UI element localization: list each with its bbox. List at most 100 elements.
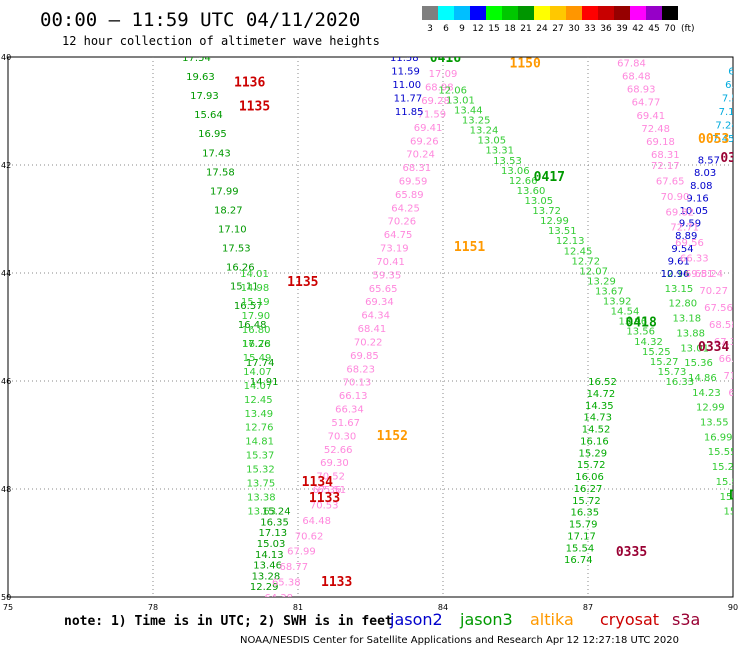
- scale-swatch: [598, 6, 614, 20]
- scale-swatch: [486, 6, 502, 20]
- scale-label: 9: [459, 24, 465, 34]
- swh-value: 70.62: [295, 531, 324, 542]
- swh-value: 13.28: [252, 571, 281, 582]
- scale-label: 21: [520, 24, 531, 34]
- swh-value: 14.98: [241, 283, 270, 294]
- swh-value: 64.48: [302, 516, 331, 527]
- scale-swatch: [630, 6, 646, 20]
- scale-swatch: [582, 6, 598, 20]
- swh-value: 9.61: [668, 256, 690, 267]
- swh-value: 15.03: [257, 539, 286, 550]
- track-layer: 17.54 19.63 17.93 15.64 16.95 17.43 17.58 17.99…: [182, 53, 740, 597]
- scale-swatch: [662, 6, 678, 20]
- scale-label: 6: [443, 24, 449, 34]
- swh-value: 9.59: [679, 219, 701, 230]
- legend-jason3: jason3: [459, 610, 513, 629]
- swh-value: 69.18: [646, 137, 675, 148]
- swh-color-scale: 3 6 9 12 15 18 21 24 27 30 33 36 39 42 45 70 (ft): [422, 6, 695, 34]
- swh-value: 65.38: [272, 578, 301, 589]
- y-tick-label: 44: [1, 269, 11, 278]
- swh-value: 16.27: [574, 484, 603, 495]
- scale-label: 39: [616, 24, 628, 34]
- swh-value: 70.41: [376, 257, 405, 268]
- swh-value: 67.65: [656, 176, 685, 187]
- swh-value: 66.34: [335, 405, 364, 416]
- swh-value: 8.89: [675, 231, 697, 242]
- swh-value: 65.51: [318, 485, 347, 496]
- swh-value: 17.99: [210, 186, 239, 197]
- swh-value: 17.53: [222, 244, 251, 255]
- swh-value: 72.71: [670, 223, 699, 234]
- swh-value: 64.75: [384, 230, 413, 241]
- swh-value: 13.49: [244, 409, 273, 420]
- swh-value: 11.59: [391, 67, 420, 78]
- scale-swatch: [646, 6, 662, 20]
- swh-value: 13.60: [517, 186, 546, 197]
- x-tick-label: 87: [583, 603, 593, 612]
- pass-time-label: 0334: [698, 340, 729, 355]
- swh-value: 12.45: [244, 395, 273, 406]
- scale-swatch: [614, 6, 630, 20]
- swh-value: 15.55: [708, 447, 737, 458]
- swh-value: 15.49: [243, 353, 272, 364]
- pass-time-label: 1150: [510, 56, 541, 71]
- legend-jason2: jason2: [389, 610, 443, 629]
- pass-time-label: 1135: [239, 100, 270, 115]
- swh-value: 8.57: [698, 156, 720, 167]
- swh-value: 13.38: [247, 493, 276, 504]
- chart-subtitle: 12 hour collection of altimeter wave hei…: [62, 34, 380, 48]
- swh-value: 13.88: [676, 328, 705, 339]
- swh-value: 68.31: [651, 150, 680, 161]
- scale-swatch: [518, 6, 534, 20]
- swh-value: 17.93: [190, 91, 219, 102]
- swh-value: 14.13: [255, 550, 284, 561]
- legend-s3a: s3a: [672, 610, 700, 629]
- swh-value: 71.59: [417, 109, 446, 120]
- swh-value: 13.01: [446, 95, 475, 106]
- scale-label: 3: [427, 24, 433, 34]
- swh-value: 12.72: [572, 256, 601, 267]
- swh-value: 13.53: [493, 156, 522, 167]
- swh-value: 69.34: [365, 297, 394, 308]
- swh-value: 17.74: [246, 358, 275, 369]
- footer-note: note: 1) Time is in UTC; 2) SWH is in fe…: [64, 614, 393, 629]
- scale-label: 36: [600, 24, 612, 34]
- swh-value: 65.89: [395, 190, 424, 201]
- swh-value: 51.67: [331, 418, 360, 429]
- swh-value: 16.99: [704, 432, 733, 443]
- swh-value: 17.90: [241, 311, 270, 322]
- swh-value: 15.64: [194, 110, 223, 121]
- pass-time-label: 1134: [302, 475, 333, 490]
- swh-value: 6.84: [728, 67, 740, 78]
- y-tick-label: 42: [1, 161, 11, 170]
- swh-value: 13.92: [603, 297, 632, 308]
- swh-value: 10.05: [679, 206, 708, 217]
- swh-value: 14.91: [250, 377, 279, 388]
- swh-value: 12.07: [579, 266, 608, 277]
- swh-value: 15.72: [577, 460, 606, 471]
- swh-value: 66.13: [339, 391, 368, 402]
- x-tick-label: 81: [293, 603, 303, 612]
- swh-value: 14.35: [585, 401, 614, 412]
- swh-value: 16.57: [234, 301, 263, 312]
- swh-value: 7.34: [732, 53, 740, 64]
- swh-value: 15.36: [684, 358, 713, 369]
- scale-label: 45: [648, 24, 659, 34]
- swh-value: 68.54: [728, 388, 740, 399]
- swh-value: 13.01: [680, 343, 709, 354]
- swh-value: 15.11: [230, 282, 259, 293]
- pass-time-label: 1151: [454, 240, 485, 255]
- swh-value: 15.25: [642, 347, 671, 358]
- swh-value: 15.79: [569, 520, 598, 531]
- x-tick-label: 78: [148, 603, 158, 612]
- swh-value: 17.54: [182, 53, 211, 64]
- swh-value: 13.25: [462, 116, 491, 127]
- swh-value: 69.28: [421, 96, 450, 107]
- swh-value: 14.01: [240, 269, 269, 280]
- swh-value: 9.16: [686, 193, 708, 204]
- swh-value: 13.56: [626, 327, 655, 338]
- pass-time-label: 1133: [321, 575, 352, 590]
- pass-time-label: 0417: [534, 170, 565, 185]
- swh-value: 16.73: [242, 339, 271, 350]
- swh-value: 16.95: [198, 129, 227, 140]
